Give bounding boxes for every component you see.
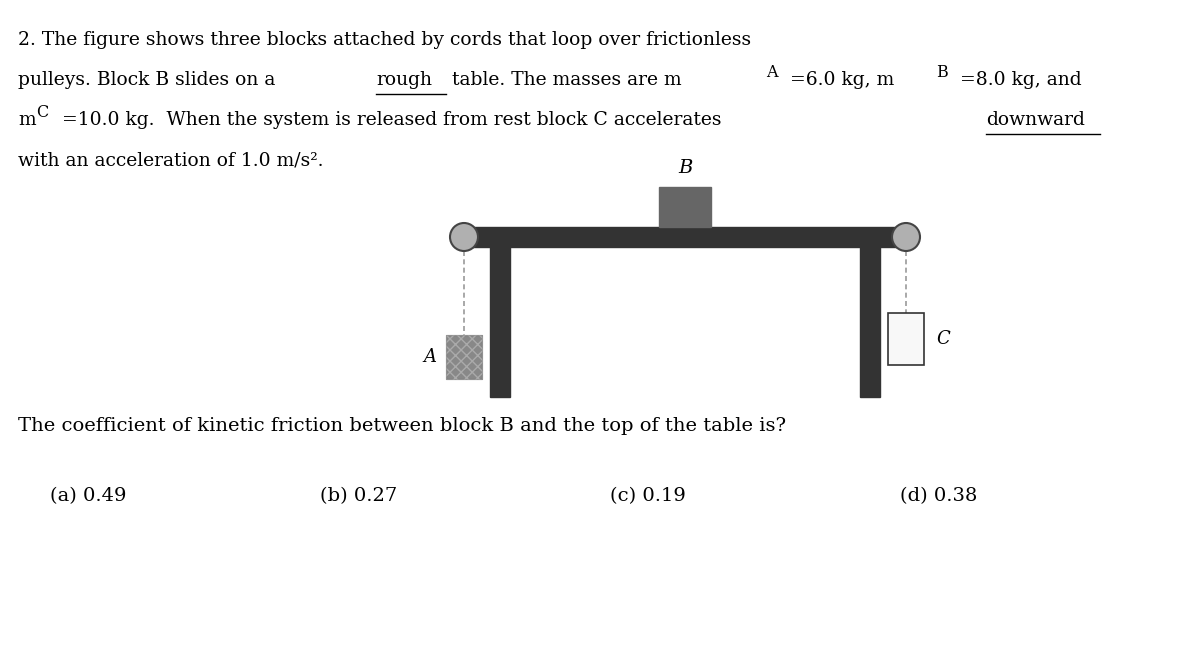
Text: pulleys. Block B slides on a: pulleys. Block B slides on a [18,71,281,89]
Circle shape [450,223,478,251]
Text: =6.0 kg, m: =6.0 kg, m [784,71,894,89]
Text: (d) 0.38: (d) 0.38 [900,487,977,505]
Text: 2. The figure shows three blocks attached by cords that loop over frictionless: 2. The figure shows three blocks attache… [18,31,751,49]
Text: with an acceleration of 1.0 m/s².: with an acceleration of 1.0 m/s². [18,151,324,169]
Text: m: m [18,111,36,129]
Bar [446,335,482,379]
Bar [888,313,924,365]
Circle shape [892,223,920,251]
Text: B: B [936,64,948,81]
Bar [460,227,910,247]
Text: (c) 0.19: (c) 0.19 [610,487,686,505]
Text: (a) 0.49: (a) 0.49 [50,487,126,505]
Text: table. The masses are m: table. The masses are m [446,71,682,89]
Bar [490,247,510,397]
Text: B: B [678,159,692,177]
Bar [860,247,880,397]
Text: A: A [766,64,778,81]
Text: C: C [936,330,949,348]
Text: =8.0 kg, and: =8.0 kg, and [954,71,1081,89]
Text: =10.0 kg.  When the system is released from rest block C accelerates: =10.0 kg. When the system is released fr… [56,111,727,129]
Text: The coefficient of kinetic friction between block B and the top of the table is?: The coefficient of kinetic friction betw… [18,417,786,435]
Bar [446,335,482,379]
Bar [659,187,710,227]
Text: A: A [424,348,436,366]
Text: C: C [36,104,48,121]
Text: downward: downward [986,111,1085,129]
Text: (b) 0.27: (b) 0.27 [320,487,397,505]
Text: rough: rough [376,71,432,89]
